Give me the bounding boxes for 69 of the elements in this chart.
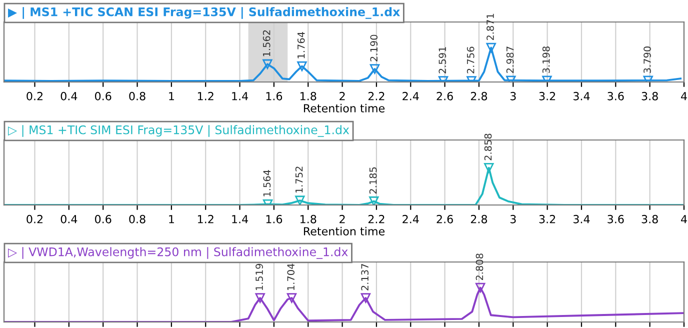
annotation: 2.591 bbox=[438, 47, 446, 74]
x-tick-label: 0.2 bbox=[26, 92, 42, 100]
annotation: 2.137 bbox=[361, 264, 369, 290]
point bbox=[370, 64, 380, 74]
x-tick-label: 3.6 bbox=[608, 214, 624, 224]
chart-title: ▷ | VWD1A,Wavelength=250 nm | Sulfadimethoxine_1.dx bbox=[8, 247, 348, 259]
x-tick-label: 1.2 bbox=[198, 92, 214, 100]
x-tick-label: 4 bbox=[681, 215, 687, 224]
point bbox=[369, 196, 379, 205]
annotation: 2.987 bbox=[506, 46, 514, 73]
x-tick-label: 1 bbox=[169, 92, 174, 100]
annotation: 1.519 bbox=[256, 264, 263, 290]
x-tick-label: 1 bbox=[169, 215, 174, 224]
x-tick-label: 3.8 bbox=[642, 92, 658, 100]
x-tick-label: 0.4 bbox=[60, 214, 78, 224]
chart-title: ▶ | MS1 +TIC SCAN ESI Frag=135V | Sulfadimethoxine_1.dx bbox=[8, 7, 400, 19]
annotation: 2.808 bbox=[476, 254, 484, 280]
point bbox=[297, 61, 307, 72]
x-tick-label: 0.8 bbox=[129, 92, 146, 100]
x-tick-label: 4 bbox=[681, 92, 687, 100]
x-tick-label: 1.4 bbox=[232, 215, 248, 224]
point bbox=[262, 59, 272, 70]
x-tick-label: 2.4 bbox=[402, 92, 419, 100]
x-tick-label: 2.2 bbox=[368, 92, 384, 100]
x-tick-label: 0.6 bbox=[94, 92, 112, 100]
x-tick-label: 2.6 bbox=[436, 214, 453, 224]
x-axis-title: Retention time bbox=[304, 226, 385, 236]
x-tick-label: 0.6 bbox=[94, 214, 112, 224]
x-tick-label: 2.2 bbox=[368, 214, 384, 224]
x-tick-label: 3.2 bbox=[539, 214, 556, 224]
x-tick-label: 1.2 bbox=[198, 214, 214, 224]
x-tick-label: 1.6 bbox=[266, 214, 282, 224]
annotation: 1.704 bbox=[287, 264, 295, 290]
x-tick-label: 2 bbox=[340, 92, 345, 100]
annotation: 1.752 bbox=[295, 166, 303, 193]
x-tick-label: 2 bbox=[340, 214, 345, 224]
annotation: 2.871 bbox=[486, 14, 494, 40]
x-tick-label: 3.8 bbox=[642, 214, 658, 224]
annotation: 2.858 bbox=[484, 134, 492, 160]
point bbox=[486, 42, 496, 53]
annotation: 2.756 bbox=[466, 46, 474, 74]
x-tick-label: 3 bbox=[510, 214, 516, 224]
x-tick-label: 2.4 bbox=[402, 214, 419, 224]
x-tick-label: 3.2 bbox=[539, 92, 556, 100]
x-tick-label: 1.8 bbox=[300, 214, 316, 224]
x-tick-label: 3.6 bbox=[608, 92, 624, 100]
x-tick-label: 1.4 bbox=[232, 92, 248, 100]
point bbox=[295, 196, 305, 205]
x-tick-label: 3.4 bbox=[574, 92, 590, 100]
point bbox=[484, 162, 494, 173]
annotation: 3.198 bbox=[542, 46, 550, 73]
x-axis-title: Retention time bbox=[304, 104, 385, 112]
annotation: 1.564 bbox=[263, 170, 271, 196]
annotation: 1.562 bbox=[262, 30, 270, 56]
x-tick-label: 0.2 bbox=[26, 214, 42, 224]
x-tick-label: 3.4 bbox=[574, 214, 590, 224]
annotation: 3.790 bbox=[644, 46, 651, 73]
x-tick-label: 0.8 bbox=[129, 214, 146, 224]
x-tick-label: 2.6 bbox=[436, 92, 453, 100]
x-tick-label: 0.4 bbox=[60, 92, 78, 100]
annotation: 2.190 bbox=[370, 34, 378, 62]
x-tick-label: 1.8 bbox=[300, 92, 316, 100]
x-tick-label: 2.8 bbox=[470, 214, 488, 224]
annotation: 2.185 bbox=[369, 167, 377, 194]
x-tick-label: 3 bbox=[510, 92, 516, 100]
chart-title: ▷ | MS1 +TIC SIM ESI Frag=135V | Sulfadimethoxine_1.dx bbox=[8, 125, 350, 137]
x-tick-label: 1.6 bbox=[266, 92, 282, 100]
x-tick-label: 2.8 bbox=[470, 92, 488, 100]
annotation: 1.764 bbox=[297, 32, 305, 58]
